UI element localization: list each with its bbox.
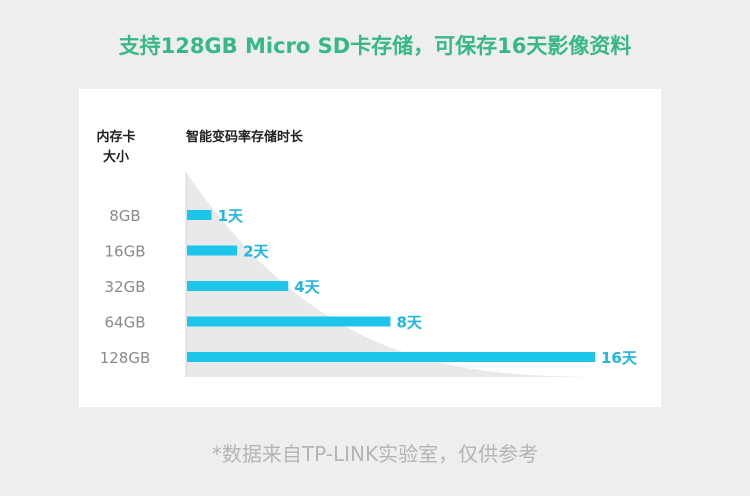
- category-header-line-2: 大小: [102, 150, 129, 165]
- bar-128gb: [187, 352, 595, 362]
- decay-curve-area: [186, 172, 636, 377]
- category-header: 内存卡 大小: [79, 128, 153, 168]
- category-label-64gb: 64GB: [104, 314, 145, 332]
- footnote: *数据来自TP-LINK实验室，仅供参考: [211, 442, 539, 466]
- bar-16gb: [187, 245, 238, 256]
- value-label-8gb: 1天: [218, 207, 244, 225]
- value-label-16gb: 2天: [243, 243, 269, 261]
- value-label-128gb: 16天: [601, 349, 638, 367]
- bar-8gb: [187, 210, 212, 220]
- bar-32gb: [187, 281, 289, 291]
- value-label-32gb: 4天: [294, 278, 320, 296]
- category-label-8gb: 8GB: [109, 207, 140, 225]
- headline: 支持128GB Micro SD卡存储，可保存16天影像资料: [118, 34, 632, 58]
- bar-group: 8GB 1天 16GB 2天 32GB 4天 64GB 8天 128GB 16天: [100, 207, 638, 367]
- category-label-32gb: 32GB: [104, 278, 145, 296]
- category-label-128gb: 128GB: [100, 349, 151, 367]
- bar-64gb: [187, 316, 391, 327]
- category-header-line-1: 内存卡: [96, 130, 136, 145]
- value-label-64gb: 8天: [397, 314, 423, 332]
- value-header: 智能变码率存储时长: [186, 130, 304, 145]
- category-label-16gb: 16GB: [104, 243, 145, 261]
